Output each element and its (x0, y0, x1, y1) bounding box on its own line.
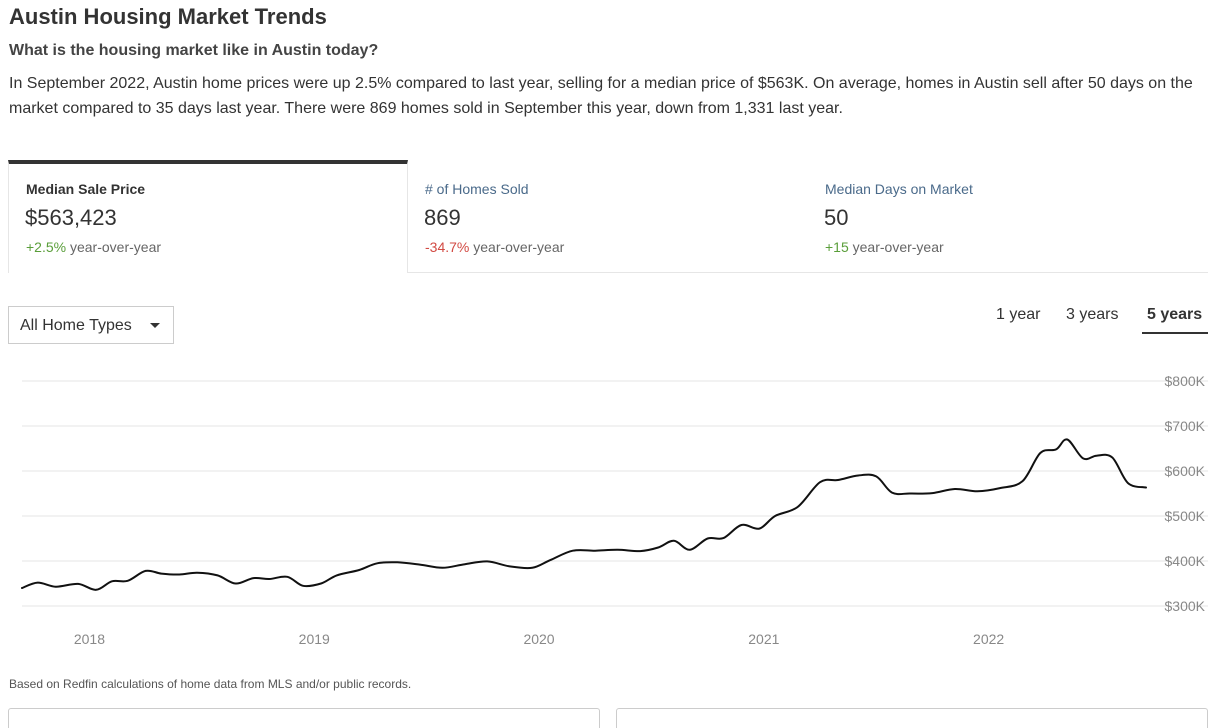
caret-down-icon (150, 323, 160, 328)
x-tick-label: 2018 (74, 631, 105, 647)
range-1-year-button[interactable]: 1 year (996, 306, 1041, 323)
tab-median-days-on-market[interactable]: Median Days on Market 50 +15 year-over-y… (808, 160, 1208, 273)
change-suffix: year-over-year (848, 239, 944, 255)
change-value: +15 (825, 239, 849, 255)
x-axis-labels: 2018 2019 2020 2021 2022 (74, 631, 1005, 647)
grid-lines (22, 380, 1208, 607)
bottom-card-left (8, 708, 600, 728)
range-3-years-button[interactable]: 3 years (1066, 306, 1119, 323)
y-tick-label: $800K (1165, 373, 1206, 389)
x-tick-label: 2022 (973, 631, 1004, 647)
x-tick-label: 2020 (523, 631, 554, 647)
tab-homes-sold[interactable]: # of Homes Sold 869 -34.7% year-over-yea… (408, 160, 808, 273)
x-tick-label: 2019 (299, 631, 330, 647)
y-tick-label: $400K (1165, 553, 1206, 569)
tab-value: $563,423 (25, 205, 117, 230)
page-title: Austin Housing Market Trends (9, 4, 327, 29)
footnote: Based on Redfin calculations of home dat… (9, 677, 412, 691)
tab-label: Median Days on Market (825, 181, 973, 197)
tab-median-sale-price[interactable]: Median Sale Price $563,423 +2.5% year-ov… (8, 160, 408, 273)
tab-label: # of Homes Sold (425, 181, 529, 197)
tab-change: +2.5% year-over-year (26, 239, 161, 255)
change-value: -34.7% (425, 239, 470, 255)
median-sale-price-chart: $300K$400K$500K$600K$700K$800K 2018 2019 2… (21, 373, 1208, 647)
tab-change: -34.7% year-over-year (425, 239, 564, 255)
tab-value: 50 (824, 205, 849, 230)
market-summary: In September 2022, Austin home prices we… (9, 75, 1193, 117)
active-range-underline (1142, 332, 1208, 334)
tab-change: +15 year-over-year (825, 239, 944, 255)
page-subtitle: What is the housing market like in Austi… (9, 42, 379, 59)
range-5-years-button[interactable]: 5 years (1147, 306, 1203, 323)
x-tick-label: 2021 (748, 631, 779, 647)
y-tick-label: $500K (1165, 508, 1206, 524)
home-type-dropdown[interactable]: All Home Types (8, 306, 174, 344)
y-tick-label: $600K (1165, 463, 1206, 479)
bottom-card-right (616, 708, 1208, 728)
change-suffix: year-over-year (66, 239, 162, 255)
home-type-selected: All Home Types (20, 317, 132, 334)
tab-value: 869 (424, 205, 461, 230)
y-axis-labels: $300K $400K $500K $600K $700K $800K (1165, 373, 1206, 614)
price-series-line (21, 438, 1147, 591)
change-value: +2.5% (26, 239, 67, 255)
tab-label: Median Sale Price (26, 181, 146, 197)
y-tick-label: $300K (1165, 598, 1206, 614)
y-tick-label: $700K (1165, 418, 1206, 434)
metric-tabs: Median Sale Price $563,423 +2.5% year-ov… (8, 160, 1208, 273)
change-suffix: year-over-year (469, 239, 565, 255)
